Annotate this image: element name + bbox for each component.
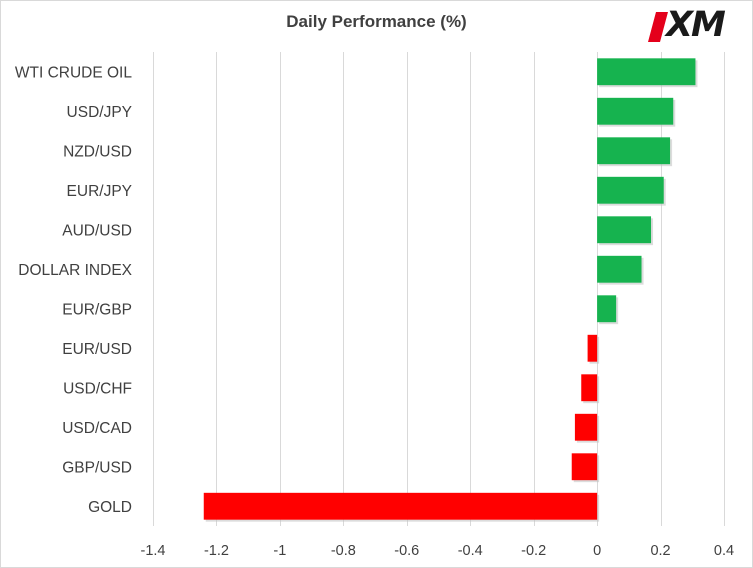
xm-logo: XM bbox=[646, 5, 744, 46]
bar-eur-jpy bbox=[597, 176, 664, 204]
bar-wti-crude-oil bbox=[597, 58, 696, 86]
bar-dollar-index bbox=[597, 255, 642, 283]
category-label-eur-jpy: EUR/JPY bbox=[67, 183, 132, 200]
x-tick-label-0: 0 bbox=[593, 543, 601, 559]
logo-accent-stripe bbox=[648, 12, 668, 42]
bar-usd-cad bbox=[574, 413, 598, 441]
bar-nzd-usd bbox=[597, 137, 671, 165]
category-label-dollar-index: DOLLAR INDEX bbox=[18, 262, 132, 279]
x-tick-labels: -1.4 -1.2 -1 -0.8 -0.6 -0.4 -0.2 0 0.2 0.4 bbox=[141, 543, 735, 559]
bar-gbp-usd bbox=[571, 453, 598, 481]
bars bbox=[203, 58, 698, 522]
category-label-eur-usd: EUR/USD bbox=[62, 341, 132, 358]
x-tick-label--0.2: -0.2 bbox=[521, 543, 546, 559]
x-tick-label--0.6: -0.6 bbox=[394, 543, 419, 559]
category-label-usd-chf: USD/CHF bbox=[63, 380, 132, 397]
bar-usd-chf bbox=[581, 374, 598, 402]
category-label-aud-usd: AUD/USD bbox=[62, 222, 132, 239]
x-tick-label-0.2: 0.2 bbox=[650, 543, 670, 559]
category-label-usd-jpy: USD/JPY bbox=[67, 104, 132, 121]
x-tick-label--1.4: -1.4 bbox=[141, 543, 166, 559]
x-tick-label--1: -1 bbox=[273, 543, 286, 559]
logo-text: XM bbox=[666, 5, 726, 45]
category-label-usd-cad: USD/CAD bbox=[62, 420, 132, 437]
bar-eur-usd bbox=[587, 334, 598, 362]
category-label-gold: GOLD bbox=[88, 499, 132, 516]
category-label-wti-crude-oil: WTI CRUDE OIL bbox=[15, 64, 132, 81]
bar-gold bbox=[203, 492, 598, 520]
category-label-eur-gbp: EUR/GBP bbox=[62, 301, 132, 318]
category-label-nzd-usd: NZD/USD bbox=[63, 143, 132, 160]
x-tick-label-0.4: 0.4 bbox=[714, 543, 734, 559]
category-label-gbp-usd: GBP/USD bbox=[62, 459, 132, 476]
x-tick-label--1.2: -1.2 bbox=[204, 543, 229, 559]
bar-usd-jpy bbox=[597, 97, 674, 125]
x-tick-label--0.8: -0.8 bbox=[331, 543, 356, 559]
chart-title: Daily Performance (%) bbox=[286, 12, 467, 31]
category-labels: WTI CRUDE OIL USD/JPY NZD/USD EUR/JPY AUD/US… bbox=[15, 64, 133, 516]
bar-eur-gbp bbox=[597, 295, 617, 323]
gridlines bbox=[153, 52, 725, 526]
bar-aud-usd bbox=[597, 216, 652, 244]
x-tick-label--0.4: -0.4 bbox=[458, 543, 483, 559]
